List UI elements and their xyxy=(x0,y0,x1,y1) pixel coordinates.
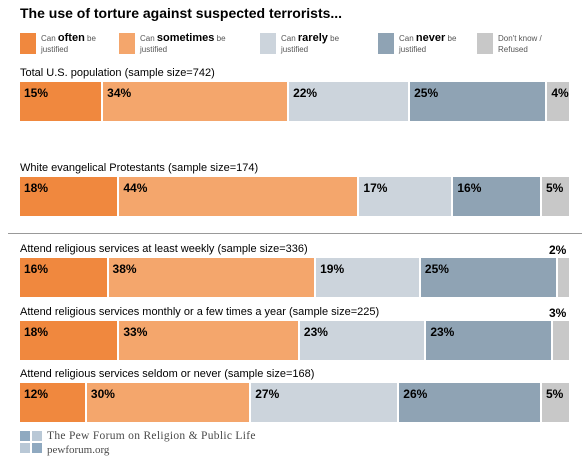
data-label: 25% xyxy=(414,86,439,100)
data-label: 5% xyxy=(545,181,564,195)
data-label: 16% xyxy=(457,181,482,195)
data-label: 34% xyxy=(107,86,132,100)
bar-segment xyxy=(289,82,409,121)
row-label: Attend religious services seldom or neve… xyxy=(20,368,315,380)
legend-swatch xyxy=(260,33,276,54)
bar-segment xyxy=(103,82,288,121)
bar-segment xyxy=(359,177,452,216)
data-label: 30% xyxy=(90,387,115,401)
row-label: Attend religious services monthly or a f… xyxy=(20,306,380,318)
bar-segment xyxy=(20,82,102,121)
data-label: 4% xyxy=(551,86,569,100)
bar-segment xyxy=(299,321,425,360)
bar-segment xyxy=(547,82,569,121)
bar-segment xyxy=(420,258,557,297)
legend-label: Can rarely be justified xyxy=(281,32,340,55)
legend-label: Don't know / Refused xyxy=(498,34,542,54)
data-label: 15% xyxy=(24,86,49,100)
legend-swatch xyxy=(477,33,493,54)
data-label: 2% xyxy=(549,243,567,257)
data-label: 33% xyxy=(123,325,148,339)
data-label: 26% xyxy=(403,387,428,401)
bar-segment xyxy=(20,177,118,216)
data-label: 18% xyxy=(24,181,49,195)
data-label: 17% xyxy=(363,181,388,195)
bar-segment xyxy=(552,321,569,360)
bar-segment xyxy=(410,82,546,121)
data-label: 3% xyxy=(549,306,567,320)
data-label: 38% xyxy=(112,262,137,276)
bar-segment xyxy=(426,321,551,360)
data-label: 16% xyxy=(24,262,49,276)
bar-segment xyxy=(453,177,540,216)
bar-segment xyxy=(20,383,85,422)
legend-label: Can often be justified xyxy=(41,32,96,55)
chart-title: The use of torture against suspected ter… xyxy=(20,5,343,21)
bar-segment xyxy=(20,321,118,360)
data-label: 12% xyxy=(24,387,49,401)
footer-url: pewforum.org xyxy=(47,444,110,456)
legend-swatch xyxy=(20,33,36,54)
data-label: 19% xyxy=(320,262,345,276)
bar-segment xyxy=(399,383,540,422)
data-label: 44% xyxy=(123,181,148,195)
data-label: 18% xyxy=(24,325,49,339)
row-label: Total U.S. population (sample size=742) xyxy=(20,67,215,79)
data-label: 22% xyxy=(293,86,318,100)
bar-segment xyxy=(108,258,315,297)
data-label: 5% xyxy=(545,387,564,401)
pew-logo-icon xyxy=(20,431,42,453)
footer-organization: The Pew Forum on Religion & Public Life xyxy=(47,430,256,442)
legend-swatch xyxy=(378,33,394,54)
bar-segment xyxy=(86,383,250,422)
bar-segment xyxy=(119,177,358,216)
bar-segment xyxy=(541,177,569,216)
legend-label: Can sometimes be justified xyxy=(140,32,226,55)
row-label: White evangelical Protestants (sample si… xyxy=(20,162,259,174)
group-divider xyxy=(8,233,582,234)
row-label: Attend religious services at least weekl… xyxy=(20,243,308,255)
legend-swatch xyxy=(119,33,135,54)
bar-segment xyxy=(20,258,107,297)
data-label: 23% xyxy=(303,325,328,339)
data-label: 25% xyxy=(424,262,449,276)
bar-segment xyxy=(251,383,398,422)
data-label: 23% xyxy=(430,325,455,339)
bar-segment xyxy=(541,383,569,422)
data-label: 27% xyxy=(255,387,280,401)
legend-label: Can never be justified xyxy=(399,32,457,55)
bar-segment xyxy=(316,258,419,297)
bar-segment xyxy=(558,258,569,297)
bar-segment xyxy=(119,321,298,360)
